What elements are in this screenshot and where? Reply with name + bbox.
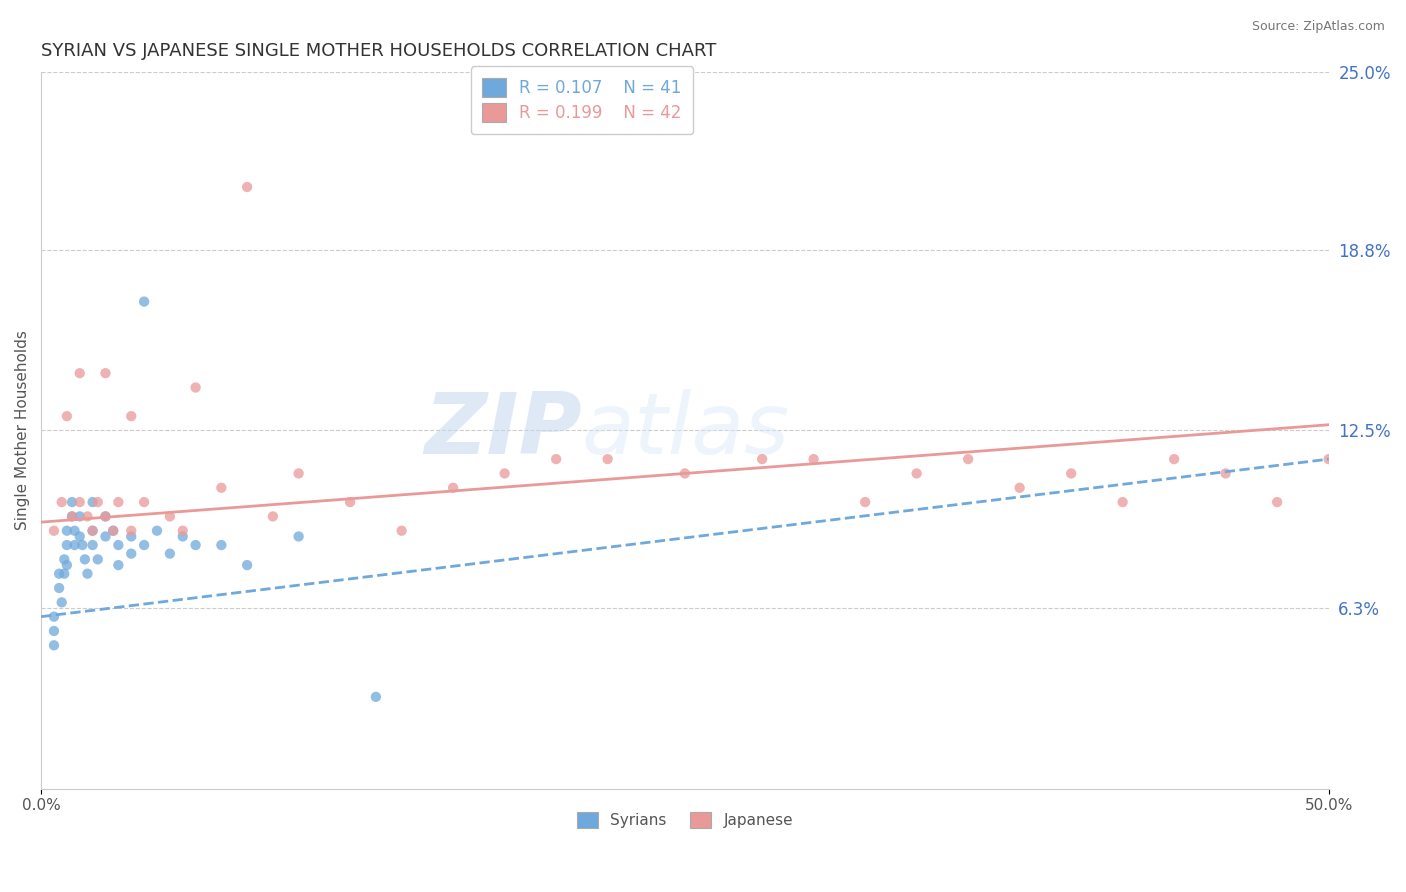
- Point: [94, 366, 117, 380]
- Point: [159, 509, 181, 524]
- Point: [236, 558, 259, 573]
- Point: [87, 495, 110, 509]
- Point: [803, 452, 825, 467]
- Point: [236, 180, 259, 194]
- Point: [94, 509, 117, 524]
- Point: [287, 529, 309, 543]
- Point: [107, 558, 129, 573]
- Point: [56, 538, 79, 552]
- Point: [132, 294, 155, 309]
- Text: atlas: atlas: [582, 389, 790, 472]
- Point: [184, 380, 207, 394]
- Y-axis label: Single Mother Households: Single Mother Households: [15, 331, 30, 531]
- Point: [69, 509, 91, 524]
- Point: [56, 409, 79, 424]
- Point: [107, 538, 129, 552]
- Legend: Syrians, Japanese: Syrians, Japanese: [571, 806, 799, 835]
- Point: [69, 366, 91, 380]
- Point: [1008, 481, 1031, 495]
- Point: [51, 495, 73, 509]
- Point: [51, 595, 73, 609]
- Point: [120, 409, 142, 424]
- Point: [69, 495, 91, 509]
- Point: [596, 452, 619, 467]
- Point: [853, 495, 876, 509]
- Point: [494, 467, 516, 481]
- Point: [172, 529, 194, 543]
- Point: [63, 538, 86, 552]
- Point: [209, 538, 232, 552]
- Point: [63, 524, 86, 538]
- Point: [1163, 452, 1185, 467]
- Point: [751, 452, 773, 467]
- Point: [391, 524, 413, 538]
- Point: [72, 538, 94, 552]
- Point: [1060, 467, 1083, 481]
- Point: [82, 495, 104, 509]
- Point: [60, 509, 83, 524]
- Point: [146, 524, 169, 538]
- Point: [87, 552, 110, 566]
- Point: [1265, 495, 1288, 509]
- Text: ZIP: ZIP: [425, 389, 582, 472]
- Text: Source: ZipAtlas.com: Source: ZipAtlas.com: [1251, 20, 1385, 33]
- Point: [1317, 452, 1340, 467]
- Point: [42, 524, 65, 538]
- Point: [107, 495, 129, 509]
- Point: [82, 538, 104, 552]
- Point: [262, 509, 284, 524]
- Point: [957, 452, 980, 467]
- Point: [287, 467, 309, 481]
- Point: [42, 638, 65, 652]
- Point: [56, 558, 79, 573]
- Point: [76, 509, 98, 524]
- Point: [441, 481, 464, 495]
- Point: [53, 552, 76, 566]
- Point: [48, 566, 70, 581]
- Point: [60, 509, 83, 524]
- Point: [56, 524, 79, 538]
- Point: [120, 529, 142, 543]
- Point: [42, 624, 65, 638]
- Point: [905, 467, 928, 481]
- Point: [159, 547, 181, 561]
- Point: [132, 538, 155, 552]
- Point: [546, 452, 568, 467]
- Point: [339, 495, 361, 509]
- Text: SYRIAN VS JAPANESE SINGLE MOTHER HOUSEHOLDS CORRELATION CHART: SYRIAN VS JAPANESE SINGLE MOTHER HOUSEHO…: [41, 42, 717, 60]
- Point: [94, 509, 117, 524]
- Point: [209, 481, 232, 495]
- Point: [69, 529, 91, 543]
- Point: [53, 566, 76, 581]
- Point: [73, 552, 96, 566]
- Point: [48, 581, 70, 595]
- Point: [132, 495, 155, 509]
- Point: [60, 495, 83, 509]
- Point: [1215, 467, 1237, 481]
- Point: [94, 529, 117, 543]
- Point: [1111, 495, 1133, 509]
- Point: [103, 524, 125, 538]
- Point: [120, 547, 142, 561]
- Point: [82, 524, 104, 538]
- Point: [364, 690, 387, 704]
- Point: [120, 524, 142, 538]
- Point: [42, 609, 65, 624]
- Point: [76, 566, 98, 581]
- Point: [184, 538, 207, 552]
- Point: [82, 524, 104, 538]
- Point: [103, 524, 125, 538]
- Point: [172, 524, 194, 538]
- Point: [673, 467, 696, 481]
